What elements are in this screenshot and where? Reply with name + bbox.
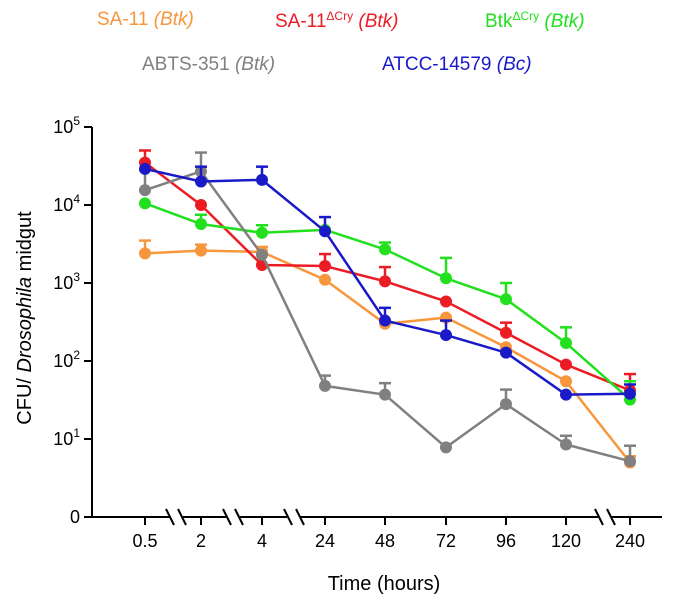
y-tick-label: 0: [70, 507, 80, 527]
y-tick-label: 104: [53, 192, 80, 215]
series-SA-11ΔCry: [139, 149, 636, 397]
x-tick-label: 4: [257, 531, 267, 551]
data-point: [560, 438, 572, 451]
y-tick-label-base: 10: [53, 351, 73, 371]
data-point: [319, 260, 331, 273]
data-point: [379, 243, 391, 256]
legend-item-sa11: SA-11 (Btk): [97, 9, 194, 31]
legend-item-abts351: ABTS-351 (Btk): [142, 54, 275, 76]
x-tick-label: 2: [196, 531, 206, 551]
x-tick-label: 0.5: [132, 531, 157, 551]
legend-item-sa11-dcry: SA-11ΔCry (Btk): [275, 9, 398, 33]
data-point: [319, 273, 331, 286]
data-point: [139, 162, 151, 175]
data-point: [440, 329, 452, 342]
legend-host: (Btk): [358, 11, 399, 32]
data-point: [440, 272, 452, 285]
series-ABTS-351: [139, 151, 636, 468]
x-tick-label: 72: [436, 531, 456, 551]
legend-host: (Btk): [544, 11, 585, 32]
data-point: [256, 226, 268, 239]
data-point: [319, 379, 331, 392]
y-axis-label-prefix: CFU/: [14, 372, 36, 424]
y-axis-label: CFU/ Drosophila midgut: [14, 211, 36, 425]
series-layer: [139, 149, 636, 469]
data-point: [440, 295, 452, 308]
data-point: [560, 337, 572, 350]
data-point: [195, 218, 207, 231]
data-point: [500, 293, 512, 306]
y-tick-label: 103: [53, 270, 80, 293]
legend-strain: Btk: [485, 11, 513, 32]
data-point: [624, 455, 636, 468]
data-point: [195, 199, 207, 211]
y-tick-label-exponent: 4: [73, 192, 80, 206]
data-point: [139, 247, 151, 260]
data-point: [256, 248, 268, 261]
data-point: [379, 314, 391, 327]
axis-break-mark: [606, 508, 616, 526]
legend-strain: SA-11: [275, 11, 327, 32]
y-tick-label-exponent: 1: [73, 426, 80, 440]
legend-host: (Btk): [153, 9, 194, 30]
series-ATCC-14579: [139, 162, 636, 401]
legend-strain: SA-11: [97, 9, 149, 30]
axis-break-mark: [594, 508, 604, 526]
x-axis-label: Time (hours): [328, 573, 441, 595]
legend-strain: ATCC-14579: [382, 54, 492, 75]
y-tick-label: 101: [53, 426, 80, 449]
axis-break-mark: [165, 508, 175, 526]
legend-item-btk-dcry: BtkΔCry (Btk): [485, 9, 585, 33]
y-tick-label-exponent: 3: [73, 270, 80, 284]
x-tick-label: 240: [615, 531, 645, 551]
y-tick-label: 102: [53, 348, 80, 371]
axis-break-mark: [177, 508, 187, 526]
x-tick-label: 96: [496, 531, 516, 551]
axis-break-mark: [283, 508, 293, 526]
legend-host: (Btk): [234, 54, 276, 75]
legend-strain: ABTS-351: [142, 54, 230, 75]
data-point: [500, 326, 512, 339]
legend-strain-sup: ΔCry: [326, 9, 354, 23]
series-BtkΔCry: [139, 197, 636, 406]
y-axis-label-suffix: midgut: [14, 211, 36, 277]
data-point: [500, 398, 512, 411]
y-tick-label-base: 10: [53, 117, 73, 137]
y-tick-label-base: 10: [53, 429, 73, 449]
data-point: [440, 441, 452, 454]
data-point: [139, 197, 151, 210]
legend-item-atcc14579: ATCC-14579 (Bc): [382, 54, 532, 76]
data-point: [379, 275, 391, 288]
series-line: [144, 202, 631, 401]
data-point: [560, 388, 572, 401]
data-point: [319, 225, 331, 238]
data-point: [379, 388, 391, 401]
data-point: [256, 173, 268, 186]
y-tick-label: 105: [53, 114, 80, 137]
data-point: [195, 175, 207, 188]
data-point: [500, 346, 512, 359]
axis-break-mark: [234, 508, 244, 526]
y-tick-label-base: 10: [53, 195, 73, 215]
y-axis-label-italic: Drosophila: [14, 277, 36, 373]
legend-host: (Bc): [496, 54, 532, 75]
legend-strain-sup: ΔCry: [512, 9, 540, 23]
series-SA-11: [139, 239, 636, 469]
data-point: [139, 184, 151, 197]
y-tick-label-base: 10: [53, 273, 73, 293]
x-tick-label: 48: [375, 531, 395, 551]
data-point: [195, 244, 207, 257]
axis-break-mark: [295, 508, 305, 526]
x-tick-label: 24: [315, 531, 335, 551]
y-tick-label-base: 0: [70, 507, 80, 527]
data-point: [560, 375, 572, 388]
axis-break-mark: [222, 508, 232, 526]
y-tick-label-exponent: 2: [73, 348, 80, 362]
y-tick-label-exponent: 5: [73, 114, 80, 128]
x-tick-label: 120: [551, 531, 581, 551]
data-point: [560, 358, 572, 371]
data-point: [624, 387, 636, 400]
